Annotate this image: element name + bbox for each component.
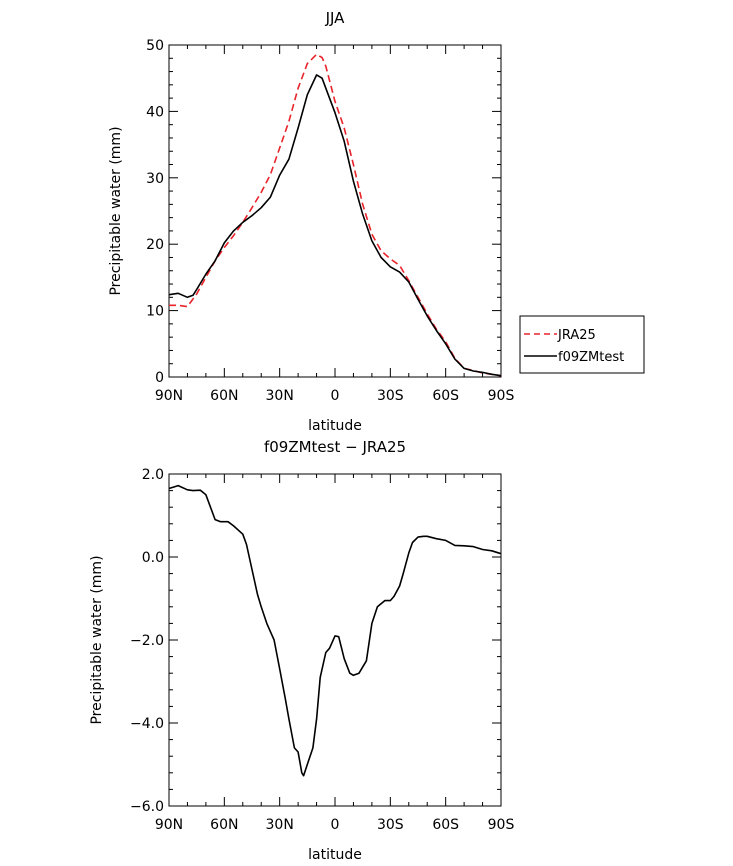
series-line-jra25 <box>169 53 502 377</box>
y-axis-label: Precipitable water (mm) <box>89 555 105 724</box>
x-tick-label: 90S <box>488 388 515 404</box>
series-layer <box>168 484 502 777</box>
y-tick-label: 0 <box>155 370 164 386</box>
legend-label-jra25: JRA25 <box>557 328 596 343</box>
legend: JRA25 f09ZMtest <box>519 315 645 374</box>
x-tick-label: 60S <box>432 817 459 833</box>
y-tick-label: 2.0 <box>142 467 164 483</box>
plot-frame <box>168 44 502 378</box>
chart-title: f09ZMtest − JRA25 <box>264 438 406 456</box>
x-tick-label: 0 <box>331 388 340 404</box>
y-tick-label: 50 <box>146 38 164 54</box>
x-tick-label: 90S <box>488 817 515 833</box>
plot-frame <box>168 473 502 807</box>
y-axis-label: Precipitable water (mm) <box>108 126 124 295</box>
y-tick-label: 10 <box>146 304 164 320</box>
x-tick-label: 30N <box>266 388 294 404</box>
chart-title: JJA <box>325 9 346 27</box>
x-tick-label: 30S <box>377 817 404 833</box>
y-ticks: 0 10 20 30 40 50 <box>146 38 501 386</box>
y-tick-label: −2.0 <box>130 633 164 649</box>
x-ticks: 90N 60N 30N 0 30S 60S 90S <box>155 45 515 404</box>
x-axis-label: latitude <box>308 418 362 434</box>
x-tick-label: 30S <box>377 388 404 404</box>
x-tick-label: 60N <box>210 388 238 404</box>
x-axis-label: latitude <box>308 847 362 863</box>
x-ticks: 90N 60N 30N 0 30S 60S 90S <box>155 474 515 833</box>
series-line-f09zmtest <box>168 74 502 377</box>
y-tick-label: −6.0 <box>130 799 164 815</box>
x-tick-label: 60S <box>432 388 459 404</box>
y-tick-label: −4.0 <box>130 716 164 732</box>
y-tick-label: 30 <box>146 171 164 187</box>
x-tick-label: 60N <box>210 817 238 833</box>
series-line-difference <box>168 484 502 777</box>
legend-label-f09zmtest: f09ZMtest <box>558 350 624 365</box>
x-tick-label: 90N <box>155 817 183 833</box>
y-tick-label: 40 <box>146 104 164 120</box>
panel-top: JJA 0 10 20 30 40 50 90N 60N 30N 0 30S 60S 90S lati… <box>108 9 645 434</box>
y-tick-label: 20 <box>146 237 164 253</box>
x-tick-label: 90N <box>155 388 183 404</box>
series-layer <box>168 53 502 377</box>
x-tick-label: 30N <box>266 817 294 833</box>
x-tick-label: 0 <box>331 817 340 833</box>
y-ticks: −6.0 −4.0 −2.0 0.0 2.0 <box>130 467 501 815</box>
legend-box <box>519 315 645 374</box>
y-tick-label: 0.0 <box>142 550 164 566</box>
panel-bottom: f09ZMtest − JRA25 −6.0 −4.0 −2.0 0.0 2.0 90N… <box>89 438 514 863</box>
